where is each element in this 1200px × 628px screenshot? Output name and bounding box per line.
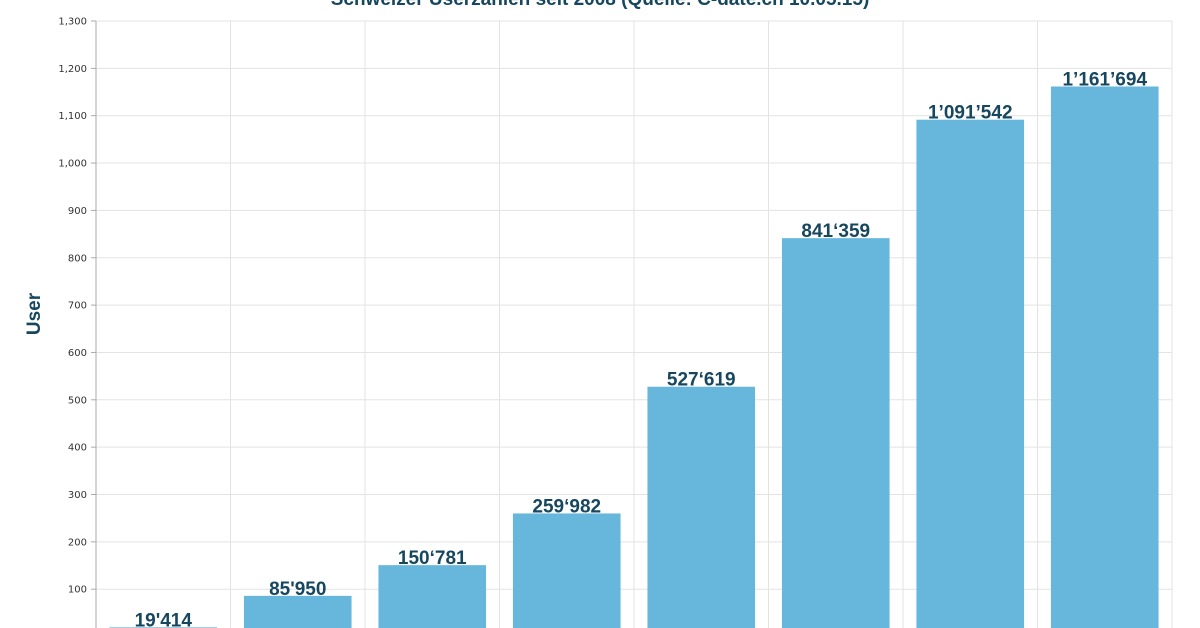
bar: [781, 238, 890, 628]
y-tick-label: 200: [68, 537, 87, 548]
bar: [647, 386, 756, 628]
data-label: 1’161’694: [1062, 69, 1147, 90]
data-label: 1’091’542: [928, 103, 1013, 124]
bar: [243, 595, 352, 628]
data-label: 527‘619: [667, 370, 736, 391]
y-tick-label: 800: [68, 253, 87, 264]
data-label: 19'414: [135, 610, 193, 628]
y-tick-label: 1,200: [58, 64, 87, 75]
y-tick-label: 100: [68, 585, 87, 596]
chart-title: Schweizer Userzahlen seit 2008 (Quelle: …: [331, 0, 870, 10]
y-tick-label: 900: [68, 206, 87, 217]
data-label: 150‘781: [398, 548, 467, 569]
y-tick-label: 600: [68, 348, 87, 359]
bar-layer: [109, 86, 1159, 628]
y-tick-label: 500: [68, 395, 87, 406]
y-axis-title: User: [24, 292, 45, 335]
y-tick-label: 1,000: [58, 159, 87, 170]
data-labels: 19'414 85'950 150‘781 259‘982 527‘619 841‘359…: [135, 69, 1148, 628]
bar: [1050, 86, 1159, 628]
data-label: 85'950: [269, 579, 326, 600]
bar: [378, 565, 487, 628]
bar: [512, 513, 621, 628]
data-label: 259‘982: [532, 496, 601, 517]
y-tick-label: 300: [68, 490, 87, 501]
bar: [916, 119, 1025, 628]
y-tick-label: 1,300: [58, 17, 87, 28]
y-tick-label: 700: [68, 301, 87, 312]
y-tick-labels: 100 200 300 400 500 600 700 800 900 1,000 1,100 1,2…: [58, 17, 87, 596]
y-tick-label: 400: [68, 443, 87, 454]
y-tick-label: 1,100: [58, 111, 87, 122]
data-label: 841‘359: [801, 221, 870, 242]
